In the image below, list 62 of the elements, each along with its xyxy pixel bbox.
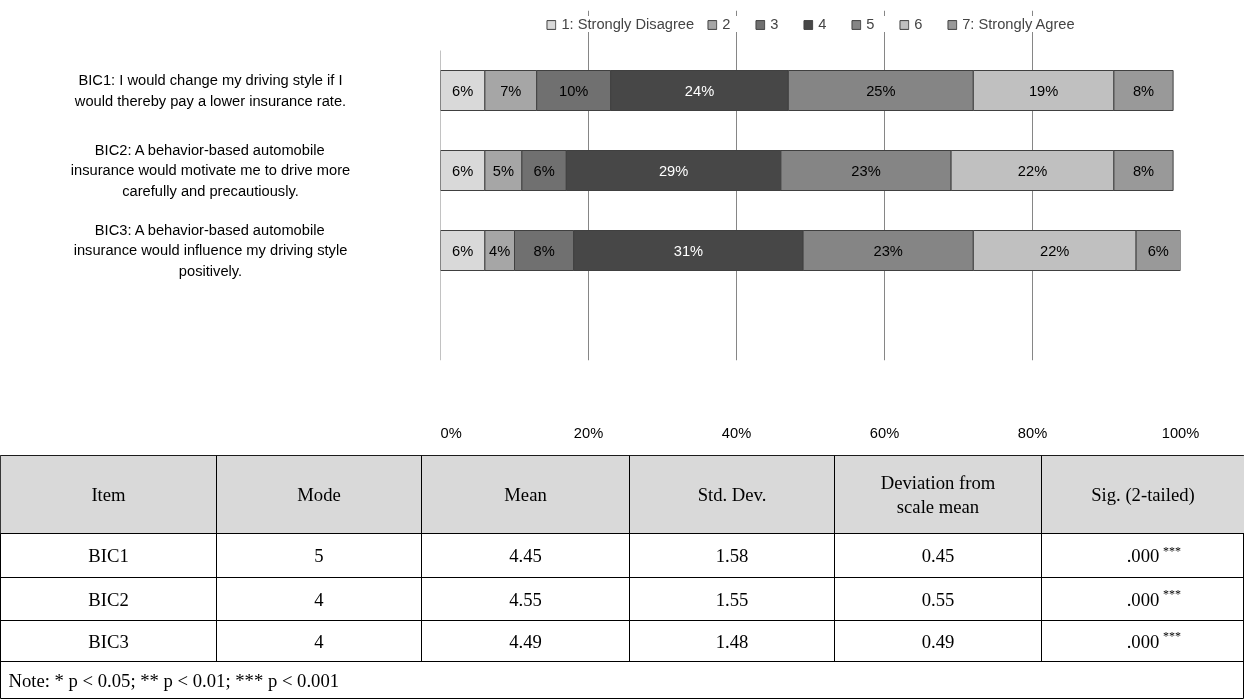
data-label: 29% xyxy=(658,162,689,179)
data-label: 6% xyxy=(1147,242,1169,259)
data-label: 22% xyxy=(1040,242,1070,259)
x-tick-label: 80% xyxy=(1017,424,1048,441)
data-label: 10% xyxy=(559,82,589,99)
data-label: 8% xyxy=(533,242,555,259)
legend-label: 3 xyxy=(770,16,780,32)
data-label: 6% xyxy=(452,162,474,179)
legend-label: 2 xyxy=(722,16,732,32)
text: Sig. (2-tailed) xyxy=(1091,484,1195,506)
legend-label: 1: Strongly Disagree xyxy=(561,16,695,32)
text: 1.58 xyxy=(715,545,749,566)
text: 4 xyxy=(314,588,325,610)
text: 0.45 xyxy=(921,545,955,566)
data-label: 6% xyxy=(533,162,555,179)
data-label: 8% xyxy=(1132,82,1155,99)
data-label: 19% xyxy=(1028,82,1059,99)
text: .000*** xyxy=(1126,543,1181,566)
x-tick-label: 100% xyxy=(1161,424,1200,441)
text: 4.45 xyxy=(509,545,542,566)
text: 4.55 xyxy=(509,588,542,610)
data-label: 8% xyxy=(1132,162,1155,179)
text: 5 xyxy=(314,545,324,566)
legend-label: 5 xyxy=(866,16,876,32)
data-label: 22% xyxy=(1017,162,1048,179)
text: 4.49 xyxy=(509,630,542,652)
text: .000*** xyxy=(1126,587,1181,610)
data-label: 31% xyxy=(673,242,704,259)
text: Mean xyxy=(504,484,548,505)
data-label: 4% xyxy=(489,242,511,259)
text: 0.49 xyxy=(921,630,955,652)
legend-label: 4 xyxy=(818,16,828,32)
legend-label: 7: Strongly Agree xyxy=(962,16,1075,32)
y-tick-label: BIC1: I would change my driving style if I would thereby pay a lower insurance rate. xyxy=(73,72,347,109)
text: Mode xyxy=(297,484,341,505)
text: BIC3 xyxy=(88,630,129,652)
y-tick-label: BIC3: A behavior-based automobile insurance would influence my driving style positively. xyxy=(73,221,348,280)
text: Note: * p < 0.05; ** p < 0.01; *** p < 0.001 xyxy=(8,670,340,691)
x-tick-label: 60% xyxy=(869,424,900,441)
data-label: 23% xyxy=(851,162,881,179)
x-tick-label: 20% xyxy=(573,424,604,441)
data-label: 6% xyxy=(452,82,474,99)
text: 0.55 xyxy=(921,588,955,610)
data-label: 7% xyxy=(500,82,522,99)
data-label: 5% xyxy=(492,162,514,179)
data-label: 6% xyxy=(452,242,474,259)
data-label: 24% xyxy=(684,82,715,99)
text: Item xyxy=(91,484,127,505)
text: 4 xyxy=(314,630,325,652)
x-tick-label: 0% xyxy=(440,424,462,441)
text: BIC1 xyxy=(88,545,129,566)
data-label: 23% xyxy=(873,242,903,259)
text: 1.48 xyxy=(715,630,749,652)
x-tick-label: 40% xyxy=(721,424,752,441)
text: Deviation from scale mean xyxy=(880,471,996,518)
text: Std. Dev. xyxy=(697,484,767,505)
legend-label: 6 xyxy=(914,16,924,32)
y-tick-label: BIC2: A behavior-based automobile insurance would motivate me to drive more carefully and precautiously. xyxy=(70,141,351,200)
text: .000*** xyxy=(1126,629,1181,652)
text: BIC2 xyxy=(88,588,129,610)
text: 1.55 xyxy=(715,588,749,610)
data-label: 25% xyxy=(866,82,896,99)
